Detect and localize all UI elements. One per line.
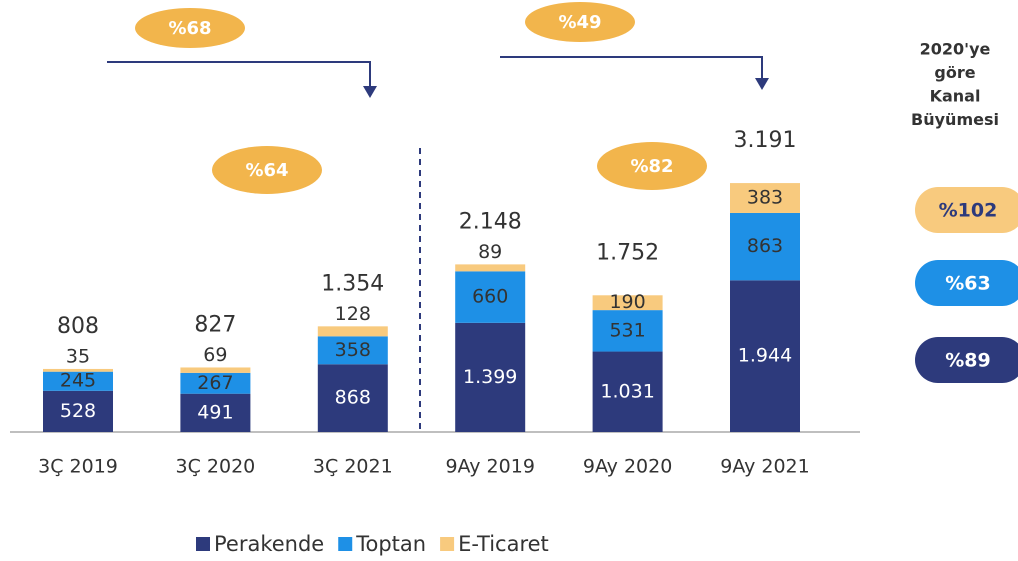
data-label: 35 <box>66 345 90 367</box>
data-label: 868 <box>335 387 371 409</box>
bar-segment <box>592 351 663 432</box>
x-tick-label: 9Ay 2019 <box>445 456 534 478</box>
side-title: göre <box>934 63 975 82</box>
legend-label: Perakende <box>214 532 324 556</box>
oval <box>135 8 245 48</box>
data-label: 69 <box>203 344 227 366</box>
bar-segment <box>180 367 251 373</box>
side-title: Büyümesi <box>911 110 999 129</box>
bar-segment <box>317 336 388 365</box>
side-value: %102 <box>939 200 998 222</box>
total-label: 2.148 <box>459 209 522 234</box>
x-tick-label: 9Ay 2020 <box>583 456 672 478</box>
bar-segment <box>730 212 800 281</box>
side-value: %63 <box>945 273 990 295</box>
arrow <box>107 61 371 92</box>
data-label: 128 <box>335 303 371 325</box>
data-label: 528 <box>60 400 96 422</box>
bar-segment <box>592 310 663 352</box>
bar-segment <box>455 264 526 272</box>
total-label: 1.354 <box>321 271 384 296</box>
annotation: %82 <box>630 156 673 177</box>
total-label: 1.752 <box>596 240 659 265</box>
bar-segment <box>317 364 388 432</box>
data-label: 491 <box>197 401 233 423</box>
legend-label: E-Ticaret <box>458 532 549 556</box>
bar-segment <box>455 271 526 323</box>
data-label: 383 <box>747 187 783 209</box>
legend-swatch <box>196 537 210 551</box>
annotation: %49 <box>558 12 601 33</box>
arrow-head <box>755 78 769 90</box>
data-label: 1.399 <box>463 366 517 388</box>
bar-segment <box>180 393 251 432</box>
oval <box>597 142 707 190</box>
bar-segment <box>730 280 800 432</box>
oval <box>525 2 635 42</box>
data-label: 1.031 <box>600 380 654 402</box>
data-label: 531 <box>609 319 645 341</box>
data-label: 89 <box>478 241 502 263</box>
data-label: 863 <box>747 235 783 257</box>
x-tick-label: 3Ç 2020 <box>176 456 256 478</box>
bar-segment <box>43 390 113 432</box>
data-label: 267 <box>197 372 233 394</box>
data-label: 358 <box>335 339 371 361</box>
data-label: 190 <box>609 291 645 313</box>
bar-segment <box>317 326 388 337</box>
side-pill <box>915 187 1018 233</box>
data-label: 245 <box>60 370 96 392</box>
data-label: 1.944 <box>738 345 792 367</box>
total-label: 808 <box>57 314 99 339</box>
bar-segment <box>43 368 113 372</box>
side-pill <box>915 337 1018 383</box>
bar-segment <box>730 183 800 213</box>
arrow <box>500 56 763 84</box>
legend-swatch <box>338 537 353 551</box>
side-title: Kanal <box>930 87 981 106</box>
x-tick-label: 3Ç 2019 <box>38 456 118 478</box>
side-pill <box>915 260 1018 306</box>
oval <box>212 146 322 194</box>
annotation: %64 <box>245 160 288 181</box>
x-tick-label: 3Ç 2021 <box>313 456 393 478</box>
legend-swatch <box>440 537 455 551</box>
bar-segment <box>180 372 251 394</box>
data-label: 660 <box>472 286 508 308</box>
legend-label: Toptan <box>355 532 426 556</box>
bar-segment <box>592 295 663 311</box>
total-label: 827 <box>194 312 236 337</box>
side-value: %89 <box>945 350 990 372</box>
bar-segment <box>43 371 113 391</box>
side-title: 2020'ye <box>920 40 991 59</box>
x-tick-label: 9Ay 2021 <box>720 456 809 478</box>
annotation: %68 <box>168 18 211 39</box>
arrow-head <box>363 86 377 98</box>
total-label: 3.191 <box>734 128 797 153</box>
bar-segment <box>455 322 526 432</box>
